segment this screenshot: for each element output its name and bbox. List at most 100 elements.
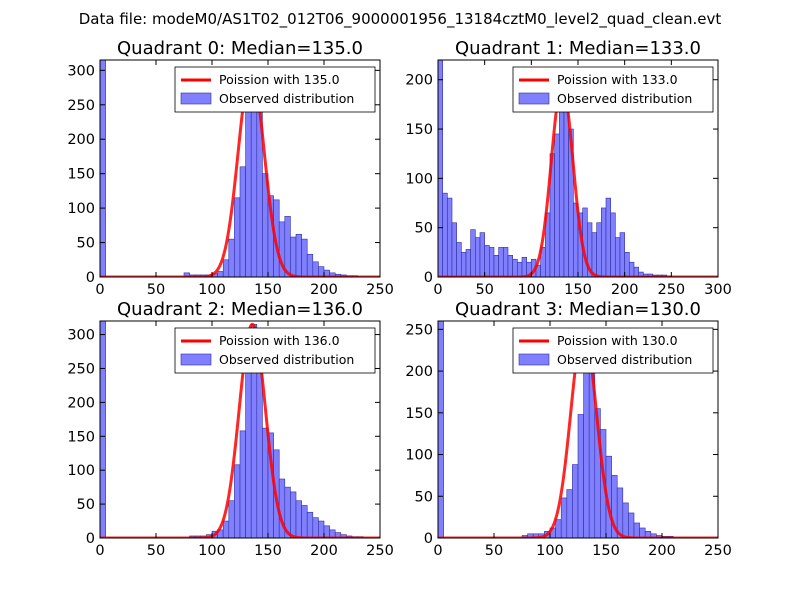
y-tick-label: 150 <box>67 429 95 445</box>
histogram-bar <box>493 255 499 277</box>
histogram-bar <box>284 216 291 277</box>
histogram-bar <box>622 502 629 538</box>
subplot-title: Quadrant 2: Median=136.0 <box>117 299 363 320</box>
histogram-bar <box>615 237 621 277</box>
y-tick-label: 50 <box>415 489 433 505</box>
x-tick-label: 50 <box>475 282 493 298</box>
histogram-bar <box>222 520 230 538</box>
poisson-curve <box>100 322 380 538</box>
y-tick-label: 250 <box>67 361 95 377</box>
histogram-bar <box>479 232 485 277</box>
histogram-bar <box>250 87 258 277</box>
histogram-bar <box>451 222 457 277</box>
y-tick-label: 0 <box>424 531 433 547</box>
legend-bar-swatch <box>180 92 212 105</box>
x-tick-label: 0 <box>95 282 104 298</box>
legend-label-poisson: Poission with 133.0 <box>557 72 678 87</box>
subplot-quadrant-0: Quadrant 0: Median=135.0 0 50 100 150 200 250 0… <box>67 38 394 298</box>
legend-bar-swatch <box>180 353 212 366</box>
legend-label-observed: Observed distribution <box>557 91 692 106</box>
histogram-bar <box>447 197 453 277</box>
x-tick-label: 250 <box>366 282 394 298</box>
histogram-bar <box>596 222 602 277</box>
x-tick-label: 0 <box>433 282 442 298</box>
legend-label-poisson: Poission with 130.0 <box>557 333 678 348</box>
histogram-bar <box>619 232 625 277</box>
y-tick-label: 300 <box>67 63 95 79</box>
legend-bar-swatch <box>518 92 550 105</box>
histogram-bar <box>572 464 579 538</box>
legend-label-observed: Observed distribution <box>219 91 354 106</box>
histogram-bar <box>503 247 509 277</box>
histogram-bar <box>262 427 269 538</box>
y-tick-label: 0 <box>424 270 433 286</box>
histogram-bar <box>228 238 235 277</box>
histogram-bar <box>507 255 513 277</box>
x-tick-label: 200 <box>310 543 338 559</box>
legend: Poission with 136.0 Observed distribution <box>174 327 376 374</box>
x-tick-label: 150 <box>564 282 592 298</box>
histogram-bars <box>100 60 358 277</box>
y-tick-label: 200 <box>405 364 433 380</box>
histogram-bar <box>306 253 314 277</box>
histogram-bar <box>605 197 611 277</box>
histogram-bar <box>301 505 308 538</box>
histogram-bar <box>591 232 597 277</box>
subplot-title: Quadrant 3: Median=130.0 <box>455 299 701 320</box>
histogram-bar <box>498 247 504 277</box>
x-tick-label: 200 <box>648 543 676 559</box>
histogram-bar <box>234 197 241 277</box>
histogram-bar <box>610 212 616 277</box>
histogram-bar <box>633 522 640 538</box>
histogram-bar <box>295 500 302 538</box>
axes-frame <box>99 59 381 278</box>
legend-box <box>512 327 714 374</box>
legend-box <box>174 327 376 374</box>
x-tick-label: 150 <box>254 282 282 298</box>
histogram-bar <box>217 271 224 277</box>
histogram-bar <box>566 489 573 538</box>
histogram-bar <box>475 237 481 277</box>
y-tick-label: 150 <box>67 167 95 183</box>
legend-label-poisson: Poission with 135.0 <box>219 72 340 87</box>
histogram-bar <box>484 245 490 277</box>
y-tick-label: 250 <box>405 322 433 338</box>
x-tick-label: 100 <box>517 282 545 298</box>
legend: Poission with 130.0 Observed distribution <box>512 327 714 374</box>
histogram-bar <box>222 259 230 277</box>
histogram-bar <box>517 261 523 277</box>
y-tick-label: 50 <box>415 221 433 237</box>
x-tick-label: 200 <box>310 282 338 298</box>
x-tick-label: 100 <box>198 282 226 298</box>
poisson-curve <box>438 83 718 277</box>
histogram-bar <box>629 261 635 277</box>
y-tick-label: 100 <box>405 448 433 464</box>
x-tick-label: 150 <box>254 543 282 559</box>
histogram-bar <box>100 321 106 538</box>
y-tick-label: 250 <box>67 98 95 114</box>
poisson-curve <box>100 68 380 277</box>
histogram-bar <box>290 491 297 538</box>
x-tick-label: 0 <box>95 543 104 559</box>
y-tick-label: 150 <box>405 122 433 138</box>
y-tick-label: 0 <box>86 531 95 547</box>
y-tick-label: 150 <box>405 406 433 422</box>
histogram-bar <box>560 497 568 538</box>
x-tick-label: 200 <box>611 282 639 298</box>
y-tick-label: 200 <box>67 395 95 411</box>
legend-box <box>512 66 714 113</box>
y-tick-label: 100 <box>67 463 95 479</box>
y-tick-label: 300 <box>67 328 95 344</box>
histogram-bar <box>228 500 235 538</box>
histogram-bar <box>318 520 325 538</box>
axes-frame <box>99 320 381 539</box>
legend-label-observed: Observed distribution <box>219 352 354 367</box>
histogram-bar <box>554 133 560 277</box>
legend-label-observed: Observed distribution <box>557 352 692 367</box>
x-tick-label: 250 <box>657 282 685 298</box>
x-tick-label: 50 <box>485 543 503 559</box>
histogram-bar <box>624 252 630 277</box>
histogram-bar <box>442 192 448 277</box>
histogram-bar <box>239 166 246 277</box>
histogram-bar <box>470 229 476 277</box>
